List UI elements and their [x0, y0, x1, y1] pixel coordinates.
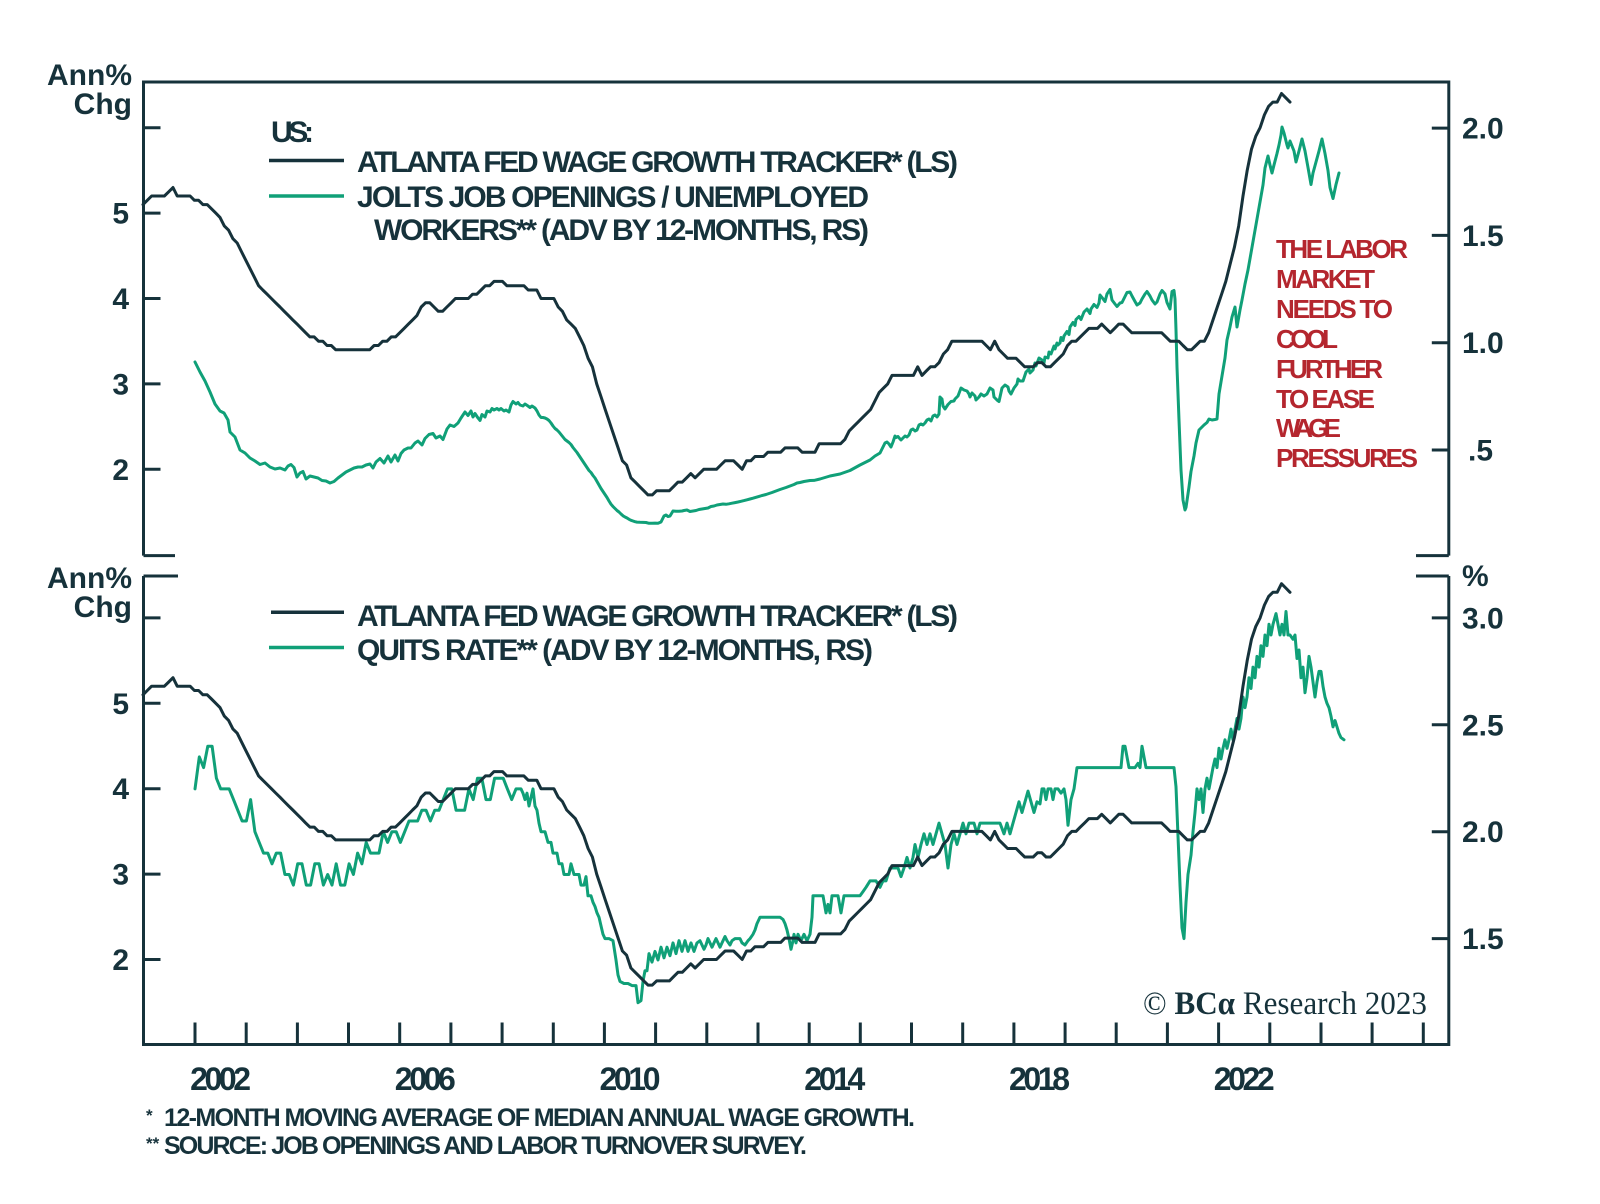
svg-text:%: %: [1462, 560, 1489, 593]
svg-text:2018: 2018: [1009, 1061, 1070, 1097]
svg-text:2: 2: [112, 944, 129, 977]
svg-text:MARKET: MARKET: [1276, 264, 1375, 294]
svg-text:Chg: Chg: [74, 591, 132, 624]
svg-text:FURTHER: FURTHER: [1276, 354, 1383, 384]
svg-text:PRESSURES: PRESSURES: [1276, 443, 1418, 473]
svg-text:WAGE: WAGE: [1276, 413, 1341, 443]
svg-text:4: 4: [112, 283, 129, 316]
svg-text:**: **: [146, 1134, 160, 1153]
svg-text:1.5: 1.5: [1462, 923, 1504, 956]
svg-text:*: *: [146, 1106, 153, 1125]
svg-text:ATLANTA FED WAGE GROWTH TRACKE: ATLANTA FED WAGE GROWTH TRACKER* (LS): [357, 146, 958, 179]
svg-text:2022: 2022: [1214, 1061, 1275, 1097]
svg-text:1.5: 1.5: [1462, 220, 1504, 253]
svg-text:JOLTS JOB OPENINGS / UNEMPLOYE: JOLTS JOB OPENINGS / UNEMPLOYED: [357, 181, 869, 214]
svg-text:QUITS RATE** (ADV BY 12-MONTHS: QUITS RATE** (ADV BY 12-MONTHS, RS): [357, 634, 873, 667]
svg-text:2.0: 2.0: [1462, 816, 1504, 849]
svg-text:COOL: COOL: [1276, 324, 1338, 354]
svg-text:1.0: 1.0: [1462, 327, 1504, 360]
svg-text:ATLANTA FED WAGE GROWTH TRACKE: ATLANTA FED WAGE GROWTH TRACKER* (LS): [357, 600, 958, 633]
svg-text:© BCα Research 2023: © BCα Research 2023: [1143, 986, 1427, 1022]
svg-text:WORKERS** (ADV BY 12-MONTHS, R: WORKERS** (ADV BY 12-MONTHS, RS): [374, 214, 869, 247]
svg-text:2.5: 2.5: [1462, 709, 1504, 742]
svg-text:THE LABOR: THE LABOR: [1276, 234, 1408, 264]
svg-text:.5: .5: [1468, 435, 1493, 468]
svg-text:2.0: 2.0: [1462, 113, 1504, 146]
svg-text:5: 5: [112, 198, 129, 231]
svg-text:Ann%: Ann%: [47, 562, 132, 595]
svg-text:2010: 2010: [600, 1061, 661, 1097]
svg-text:2002: 2002: [190, 1061, 251, 1097]
svg-text:US:: US:: [271, 116, 314, 149]
svg-text:NEEDS TO: NEEDS TO: [1276, 294, 1393, 324]
svg-text:3.0: 3.0: [1462, 602, 1504, 635]
svg-text:4: 4: [112, 773, 129, 806]
svg-text:5: 5: [112, 688, 129, 721]
svg-text:3: 3: [112, 859, 129, 892]
svg-text:Chg: Chg: [74, 88, 132, 121]
svg-text:2006: 2006: [395, 1061, 456, 1097]
svg-text:3: 3: [112, 368, 129, 401]
svg-text:12-MONTH MOVING AVERAGE OF MED: 12-MONTH MOVING AVERAGE OF MEDIAN ANNUAL…: [164, 1104, 915, 1132]
svg-text:TO EASE: TO EASE: [1276, 384, 1375, 414]
svg-text:Ann%: Ann%: [47, 59, 132, 92]
svg-text:2014: 2014: [804, 1061, 865, 1097]
svg-text:SOURCE: JOB OPENINGS AND LABOR: SOURCE: JOB OPENINGS AND LABOR TURNOVER …: [164, 1132, 807, 1160]
svg-text:2: 2: [112, 454, 129, 487]
